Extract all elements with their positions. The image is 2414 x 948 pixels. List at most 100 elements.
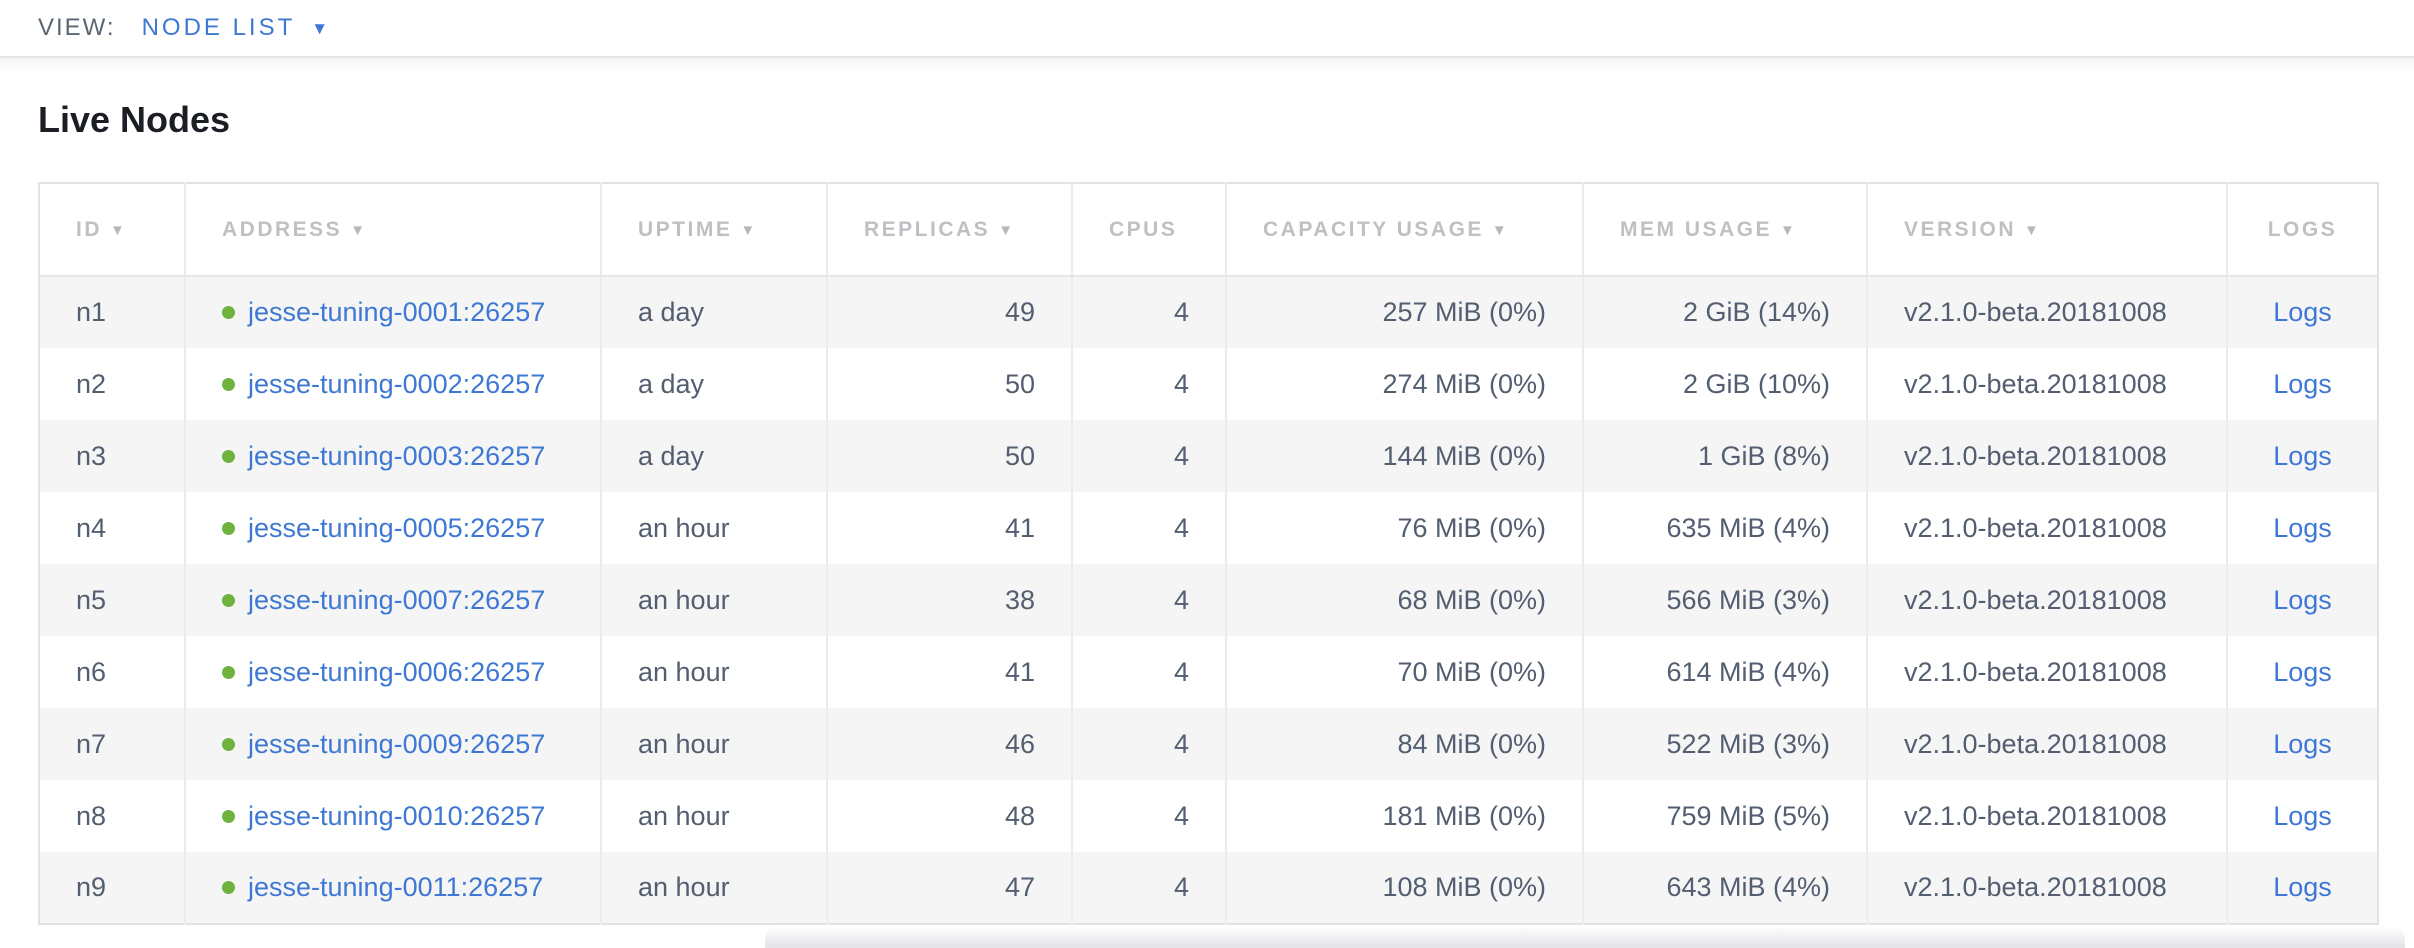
- cell-logs: Logs: [2226, 348, 2378, 420]
- cell-logs: Logs: [2226, 420, 2378, 492]
- column-label: CPUS: [1109, 217, 1178, 241]
- address-link[interactable]: jesse-tuning-0011:26257: [248, 872, 544, 902]
- cell-cpus: 4: [1071, 420, 1226, 492]
- table-row-n6: n6 jesse-tuning-0006:26257 an hour 41 4 70 Mi…: [39, 636, 2378, 708]
- cell-replicas: 48: [826, 780, 1072, 852]
- sort-desc-icon: ▼: [2024, 221, 2039, 239]
- address-link[interactable]: jesse-tuning-0005:26257: [248, 512, 546, 543]
- column-header-address[interactable]: ADDRESS ▼: [184, 183, 601, 277]
- address-link[interactable]: jesse-tuning-0002:26257: [248, 368, 546, 399]
- view-selected-value: NODE LIST: [141, 14, 296, 41]
- column-header-mem-usage[interactable]: MEM USAGE ▼: [1582, 183, 1867, 277]
- logs-link[interactable]: Logs: [2273, 368, 2332, 399]
- address-link[interactable]: jesse-tuning-0003:26257: [248, 440, 546, 471]
- live-nodes-table: ID ▼ ADDRESS ▼ UPTIME ▼ REPLICAS ▼ CPUS CAPA…: [38, 182, 2379, 925]
- cell-id: n2: [76, 368, 107, 399]
- column-header-capacity-usage[interactable]: CAPACITY USAGE ▼: [1225, 183, 1583, 277]
- cell-address: jesse-tuning-0006:26257: [184, 636, 601, 708]
- cell-cpus: 4: [1071, 564, 1226, 636]
- table-row-n4: n4 jesse-tuning-0005:26257 an hour 41 4 76 Mi…: [39, 492, 2378, 564]
- cell-logs: Logs: [2226, 780, 2378, 852]
- topbar-shadow: [0, 58, 2414, 72]
- cell-cpus: 4: [1071, 636, 1226, 708]
- logs-link[interactable]: Logs: [2273, 512, 2332, 543]
- logs-link[interactable]: Logs: [2273, 728, 2332, 759]
- cell-cpus: 4: [1071, 852, 1226, 924]
- address-link[interactable]: jesse-tuning-0007:26257: [248, 584, 546, 615]
- node-status-healthy-icon: [222, 665, 235, 679]
- node-status-healthy-icon: [222, 737, 235, 751]
- table-row-n5: n5 jesse-tuning-0007:26257 an hour 38 4 68 Mi…: [39, 564, 2378, 636]
- cell-capacity_usage: 70 MiB (0%): [1225, 636, 1583, 708]
- sort-desc-icon: ▼: [110, 221, 125, 239]
- table-body: n1 jesse-tuning-0001:26257 a day 49 4 257 MiB…: [39, 276, 2378, 924]
- cell-id: n9: [76, 872, 107, 902]
- column-label: ID: [76, 217, 102, 241]
- cell-mem_usage: 1 GiB (8%): [1582, 420, 1867, 492]
- column-header-id[interactable]: ID ▼: [39, 183, 185, 277]
- cell-replicas: 50: [826, 420, 1072, 492]
- node-status-healthy-icon: [222, 881, 235, 894]
- logs-link[interactable]: Logs: [2273, 800, 2332, 831]
- logs-link[interactable]: Logs: [2273, 584, 2332, 615]
- cell-uptime: a day: [600, 348, 827, 420]
- cell-id: n7: [76, 728, 107, 759]
- cell-version: v2.1.0-beta.20181008: [1866, 276, 2227, 348]
- cell-mem_usage: 759 MiB (5%): [1582, 780, 1867, 852]
- address-link[interactable]: jesse-tuning-0009:26257: [248, 728, 546, 759]
- cell-mem_usage: 643 MiB (4%): [1582, 852, 1867, 924]
- logs-link[interactable]: Logs: [2273, 872, 2332, 902]
- column-label: MEM USAGE: [1620, 217, 1773, 241]
- cell-capacity_usage: 108 MiB (0%): [1225, 852, 1583, 924]
- logs-link[interactable]: Logs: [2273, 440, 2332, 471]
- table-row-n3: n3 jesse-tuning-0003:26257 a day 50 4 144 MiB…: [39, 420, 2378, 492]
- column-label: REPLICAS: [864, 217, 991, 241]
- cell-logs: Logs: [2226, 708, 2378, 780]
- cell-replicas: 41: [826, 492, 1072, 564]
- cell-address: jesse-tuning-0002:26257: [184, 348, 601, 420]
- cell-mem_usage: 614 MiB (4%): [1582, 636, 1867, 708]
- cell-capacity_usage: 76 MiB (0%): [1225, 492, 1583, 564]
- cell-address: jesse-tuning-0001:26257: [184, 276, 601, 348]
- sort-desc-icon: ▼: [1491, 221, 1507, 239]
- cell-address: jesse-tuning-0007:26257: [184, 564, 601, 636]
- column-header-cpus: CPUS: [1071, 183, 1226, 277]
- column-header-version[interactable]: VERSION ▼: [1866, 183, 2227, 277]
- cell-mem_usage: 2 GiB (10%): [1582, 348, 1867, 420]
- view-selector-dropdown[interactable]: NODE LIST ▼: [142, 14, 329, 42]
- cell-version: v2.1.0-beta.20181008: [1866, 636, 2227, 708]
- table-row-n8: n8 jesse-tuning-0010:26257 an hour 48 4 181 M…: [39, 780, 2378, 852]
- address-link[interactable]: jesse-tuning-0001:26257: [248, 297, 546, 327]
- logs-link[interactable]: Logs: [2273, 297, 2332, 327]
- cell-capacity_usage: 257 MiB (0%): [1225, 276, 1583, 348]
- cell-address: jesse-tuning-0010:26257: [184, 780, 601, 852]
- node-status-healthy-icon: [222, 521, 235, 535]
- view-label: VIEW:: [38, 14, 116, 41]
- cell-cpus: 4: [1071, 708, 1226, 780]
- address-link[interactable]: jesse-tuning-0010:26257: [248, 800, 546, 831]
- cell-id: n1: [76, 297, 107, 327]
- bottom-scroll-shadow: [765, 926, 2405, 948]
- cell-uptime: a day: [600, 276, 827, 348]
- cell-uptime: an hour: [600, 852, 827, 924]
- table-row-n9: n9 jesse-tuning-0011:26257 an hour 47 4 108 M…: [39, 852, 2378, 924]
- sort-desc-icon: ▼: [740, 221, 756, 239]
- column-label: ADDRESS: [222, 217, 343, 241]
- cell-id: n6: [76, 656, 107, 687]
- cell-replicas: 50: [826, 348, 1072, 420]
- cell-version: v2.1.0-beta.20181008: [1866, 780, 2227, 852]
- cell-version: v2.1.0-beta.20181008: [1866, 852, 2227, 924]
- address-link[interactable]: jesse-tuning-0006:26257: [248, 656, 546, 687]
- sort-desc-icon: ▼: [998, 221, 1014, 239]
- cell-uptime: an hour: [600, 492, 827, 564]
- logs-link[interactable]: Logs: [2273, 656, 2332, 687]
- topbar-divider: [0, 56, 2414, 58]
- cell-logs: Logs: [2226, 492, 2378, 564]
- sort-desc-icon: ▼: [350, 221, 366, 239]
- cell-address: jesse-tuning-0003:26257: [184, 420, 601, 492]
- table-header-row: ID ▼ ADDRESS ▼ UPTIME ▼ REPLICAS ▼ CPUS CAPA…: [39, 183, 2378, 277]
- column-header-uptime[interactable]: UPTIME ▼: [600, 183, 827, 277]
- column-header-replicas[interactable]: REPLICAS ▼: [826, 183, 1072, 277]
- cell-version: v2.1.0-beta.20181008: [1866, 348, 2227, 420]
